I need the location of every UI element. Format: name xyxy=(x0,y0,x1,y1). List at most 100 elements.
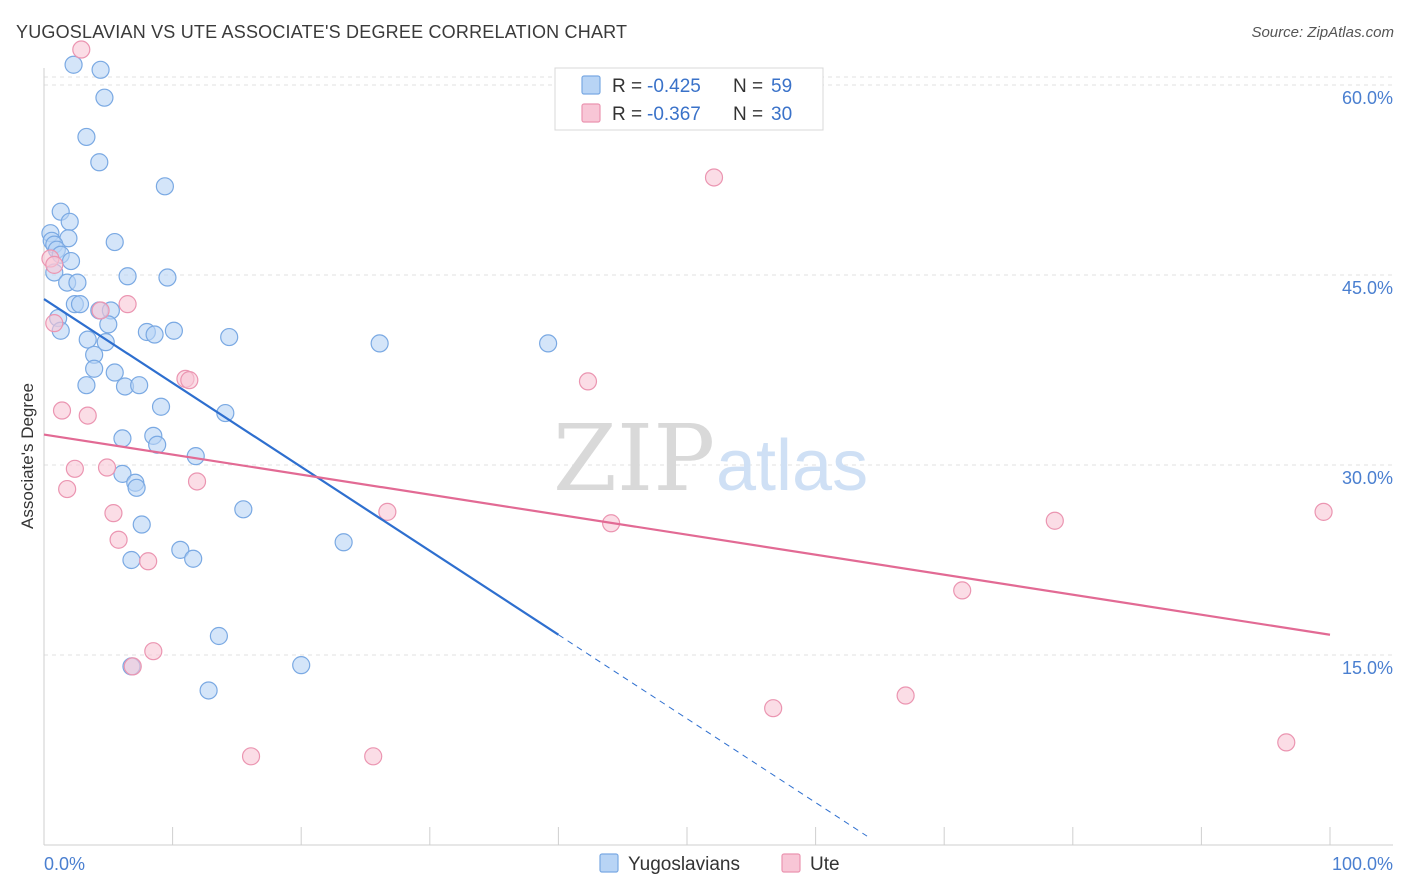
ute-point xyxy=(123,657,142,676)
yugoslavian-point xyxy=(61,251,81,271)
yugoslavian-point xyxy=(155,177,174,196)
yugoslavian-point xyxy=(234,500,253,519)
yugoslavian-point xyxy=(122,550,141,570)
yugoslavian-point xyxy=(105,232,124,252)
yugoslavian-trend-line xyxy=(43,298,560,636)
legend: R = -0.425 N = 59 R = -0.367 N = 30 xyxy=(554,67,824,131)
ute-point xyxy=(104,504,123,523)
ute-point xyxy=(1045,511,1064,530)
legend-r-label-1: R = xyxy=(612,76,642,97)
ute-point xyxy=(65,459,84,478)
x-tick-labels: 0.0% 100.0% xyxy=(44,854,1393,874)
yugoslavian-point xyxy=(60,212,79,231)
ute-point xyxy=(180,371,199,390)
axes xyxy=(43,68,1393,846)
yugoslavian-point xyxy=(78,330,97,349)
y-tick-label: 30.0% xyxy=(1342,468,1393,488)
yugoslavian-point xyxy=(105,363,124,382)
y-tick-label: 45.0% xyxy=(1342,278,1393,298)
ute-point xyxy=(144,642,163,661)
bottom-legend-swatch-yugoslavians xyxy=(599,853,619,873)
ute-point xyxy=(1314,502,1333,521)
ute-point xyxy=(109,530,128,549)
yugoslavian-point xyxy=(334,533,353,552)
series-ute-points xyxy=(41,40,1333,766)
yugoslavian-point xyxy=(68,273,87,292)
legend-r-label-2: R = xyxy=(612,104,642,125)
grid-lines xyxy=(44,76,1393,656)
trend-lines xyxy=(43,298,1331,837)
yugoslavian-point xyxy=(220,327,239,347)
y-tick-labels: 15.0% 30.0% 45.0% 60.0% xyxy=(1342,88,1393,678)
y-tick-label: 60.0% xyxy=(1342,88,1393,108)
bottom-legend-yugoslavians: Yugoslavians xyxy=(628,854,740,875)
legend-swatch-ute xyxy=(581,103,601,123)
yugoslavian-point xyxy=(91,60,110,79)
ute-point xyxy=(45,255,64,274)
yugoslavian-point xyxy=(118,267,137,286)
yugoslavian-point xyxy=(77,376,96,395)
ute-point xyxy=(241,747,261,766)
y-tick-label: 15.0% xyxy=(1342,658,1393,678)
yugoslavian-point xyxy=(95,88,114,107)
ute-point xyxy=(1277,733,1296,752)
ute-point xyxy=(91,301,110,320)
yugoslavian-point xyxy=(370,334,389,353)
yugoslavian-point xyxy=(199,681,218,700)
yugoslavian-point xyxy=(151,397,171,416)
legend-r-value-1: -0.425 xyxy=(647,76,701,97)
watermark-zip: ZIP xyxy=(553,405,715,512)
yugoslavian-point xyxy=(539,334,558,353)
yugoslavian-point xyxy=(186,447,205,466)
ute-point xyxy=(139,552,158,571)
ute-point xyxy=(187,472,207,491)
ute-point xyxy=(72,40,91,59)
legend-n-value-2: 30 xyxy=(771,104,792,125)
ute-point xyxy=(578,372,598,391)
ute-point xyxy=(52,401,72,420)
yugoslavian-point xyxy=(77,127,96,147)
yugoslavian-point xyxy=(113,464,132,483)
yugoslavian-point xyxy=(145,325,164,344)
yugoslavian-point xyxy=(184,549,203,568)
yugoslavian-point xyxy=(164,321,183,340)
yugoslavian-point xyxy=(130,376,149,395)
ute-point xyxy=(45,314,64,333)
legend-swatch-yugoslavians xyxy=(581,75,601,95)
ute-point xyxy=(764,699,783,718)
yugoslavian-point xyxy=(292,656,311,675)
bottom-legend-swatch-ute xyxy=(781,853,801,873)
bottom-legend-ute: Ute xyxy=(810,854,840,875)
yugoslavian-point xyxy=(132,515,151,534)
ute-point xyxy=(78,406,97,425)
yugoslavian-trend-extension xyxy=(558,634,868,837)
x-tick-label: 100.0% xyxy=(1332,854,1393,874)
ute-point xyxy=(953,581,972,600)
yugoslavian-point xyxy=(113,429,132,448)
ute-point xyxy=(364,747,383,766)
x-tick-label: 0.0% xyxy=(44,854,85,874)
yugoslavian-point xyxy=(158,268,177,287)
source-label: Source: ZipAtlas.com xyxy=(1251,24,1394,41)
yugoslavian-point xyxy=(85,359,104,378)
legend-n-label-1: N = xyxy=(733,76,763,97)
ute-point xyxy=(704,168,724,187)
yugoslavian-point xyxy=(99,315,118,334)
ute-point xyxy=(58,479,77,499)
ute-point xyxy=(378,502,397,521)
chart-title: YUGOSLAVIAN VS UTE ASSOCIATE'S DEGREE CO… xyxy=(16,22,628,42)
yugoslavian-point xyxy=(171,540,190,559)
ute-point xyxy=(896,686,915,705)
legend-r-value-2: -0.367 xyxy=(647,104,701,125)
ute-point xyxy=(118,295,137,314)
yugoslavian-point xyxy=(209,626,228,646)
bottom-legend: Yugoslavians Ute xyxy=(599,853,840,875)
yugoslavian-point xyxy=(127,478,146,497)
ute-point xyxy=(97,458,117,477)
legend-n-label-2: N = xyxy=(733,104,763,125)
yugoslavian-point xyxy=(90,153,109,172)
watermark: ZIP atlas xyxy=(553,405,868,512)
series-yugoslavians-points xyxy=(41,55,558,700)
yugoslavian-point xyxy=(64,55,83,74)
